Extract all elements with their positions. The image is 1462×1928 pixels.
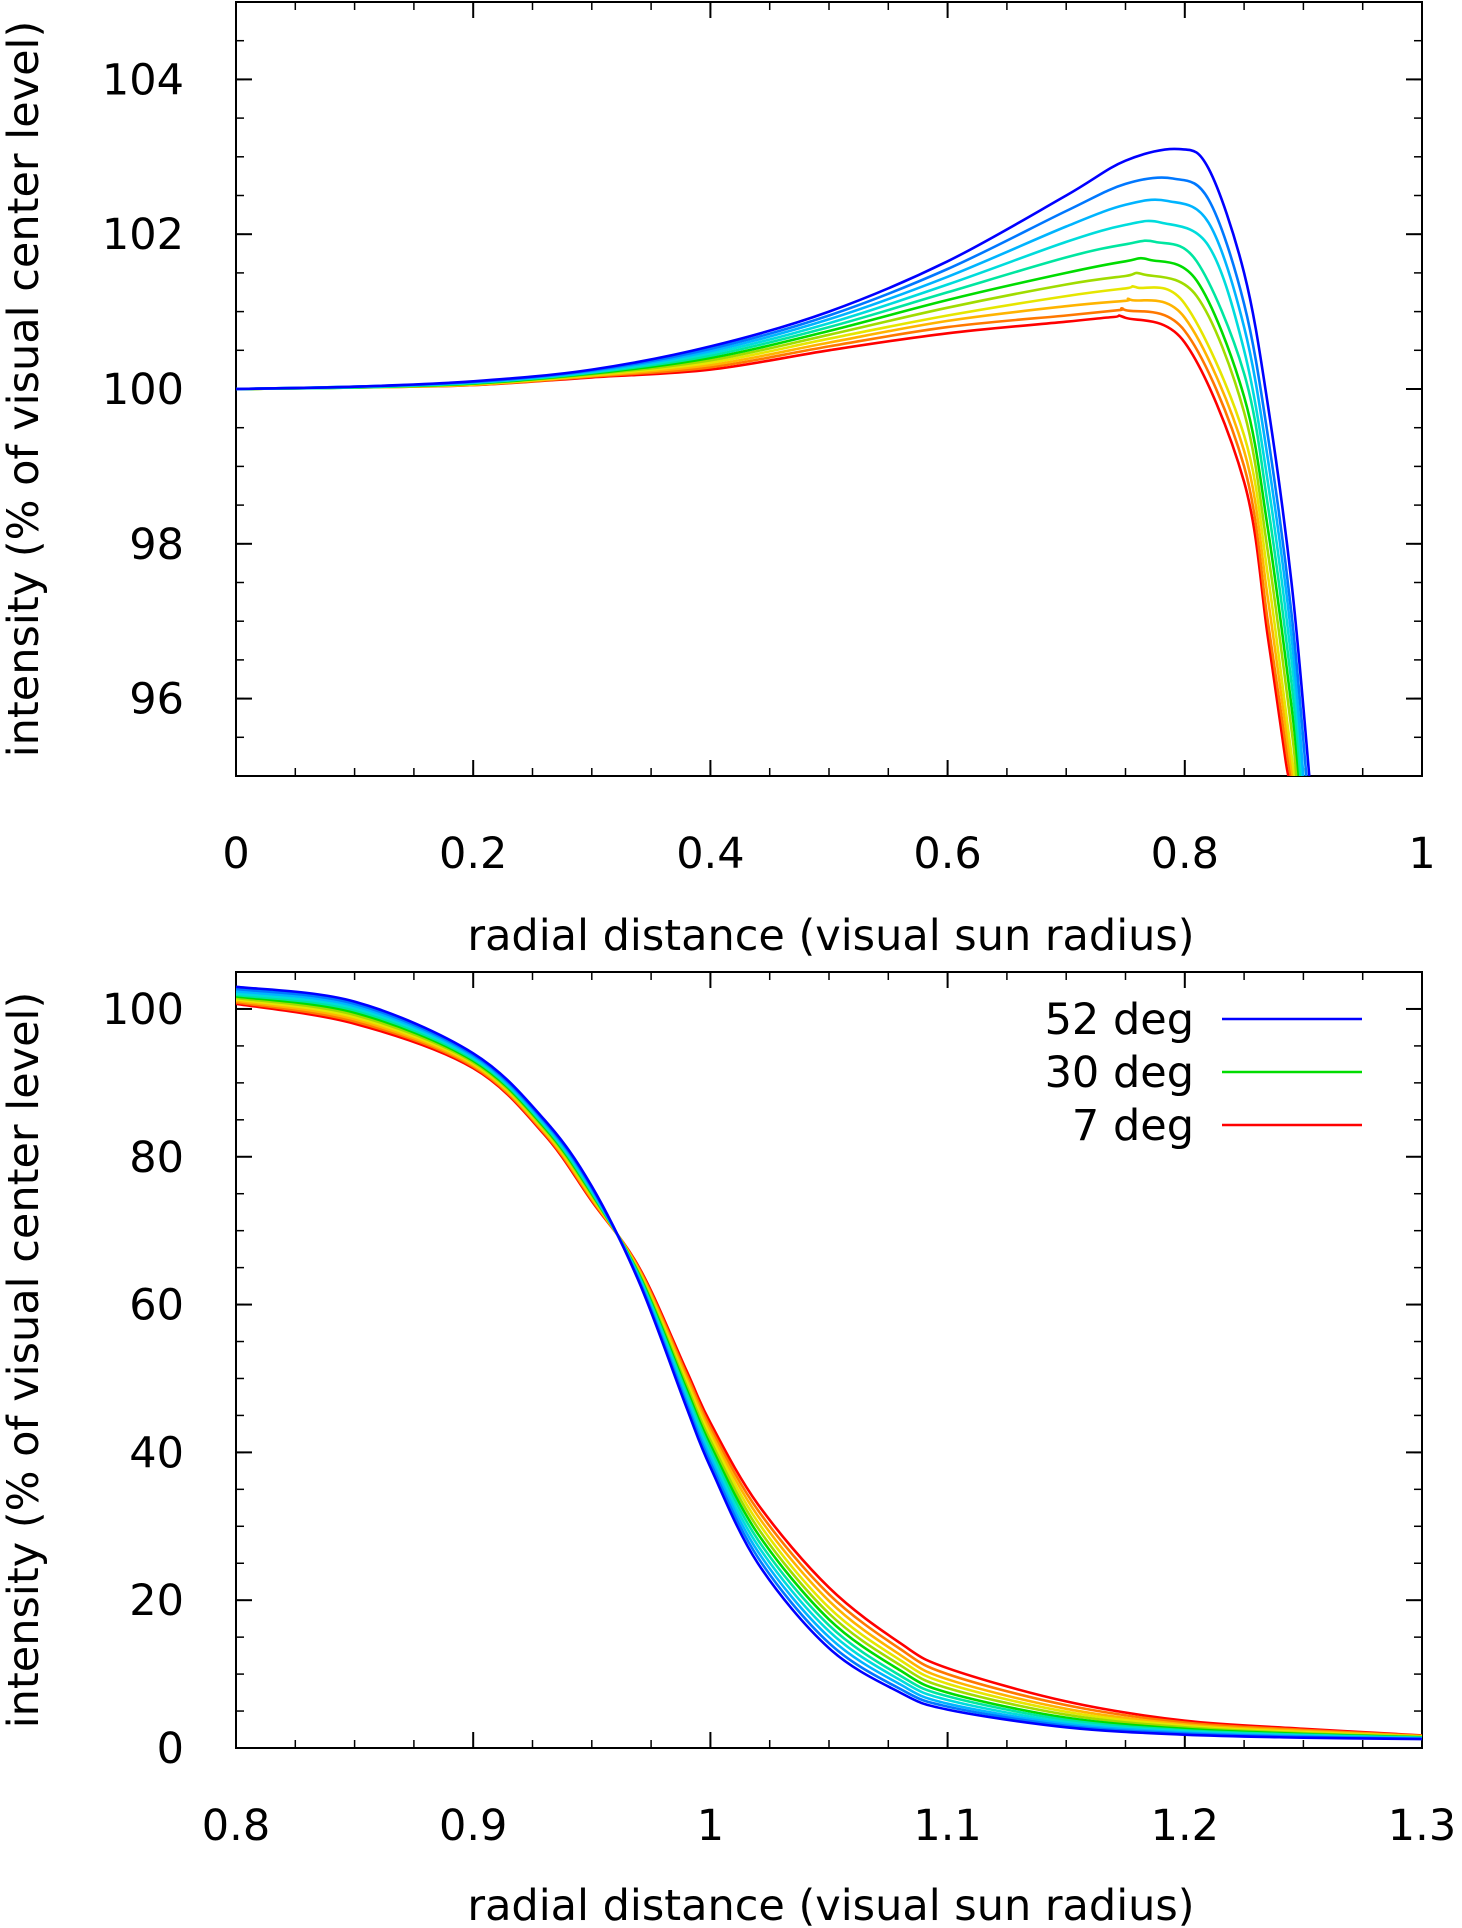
series-line: [236, 219, 1304, 776]
legend-label: 7 deg: [1072, 1101, 1194, 1151]
y-tick-label: 100: [102, 985, 184, 1035]
x-tick-label: 1: [1408, 829, 1435, 879]
series-line: [236, 271, 1298, 776]
y-tick-label: 96: [129, 675, 184, 725]
x-tick-label: 1.2: [1151, 1801, 1219, 1851]
y-tick-label: 100: [102, 365, 184, 415]
x-axis-title: radial distance (visual sun radius): [467, 1881, 1194, 1928]
x-tick-label: 0.6: [913, 829, 981, 879]
x-tick-label: 0.8: [1151, 829, 1219, 879]
y-tick-label: 80: [129, 1133, 184, 1183]
y-tick-label: 40: [129, 1428, 184, 1478]
y-axis-title: intensity (% of visual center level): [0, 992, 49, 1729]
x-tick-label: 0.4: [676, 829, 744, 879]
series-group: [236, 147, 1311, 776]
legend-label: 30 deg: [1045, 1048, 1194, 1098]
x-axis-title: radial distance (visual sun radius): [467, 911, 1194, 961]
x-tick-label: 0.9: [439, 1801, 507, 1851]
y-tick-label: 20: [129, 1576, 184, 1626]
x-tick-label: 0: [222, 829, 249, 879]
legend-label: 52 deg: [1045, 995, 1194, 1045]
series-line: [236, 285, 1296, 776]
series-line: [236, 993, 1422, 1739]
y-tick-label: 60: [129, 1281, 184, 1331]
y-tick-label: 98: [129, 520, 184, 570]
x-tick-label: 0.2: [439, 829, 507, 879]
x-tick-label: 1.1: [913, 1801, 981, 1851]
series-line: [236, 147, 1311, 776]
plot-frame: [235, 1, 1423, 777]
series-line: [236, 297, 1294, 776]
bottom-chart: 0.8 0.9 1 1.1 1.2 1.3 0 20 40 60 80 100 radial dista…: [0, 971, 1456, 1928]
x-tick-label: 0.8: [202, 1801, 270, 1851]
top-chart: 0 0.2 0.4 0.6 0.8 1 96 98 100 102 104 radial distan…: [0, 1, 1436, 961]
series-group: [236, 985, 1422, 1741]
y-tick-label: 102: [102, 210, 184, 260]
x-tick-label: 1.3: [1388, 1801, 1456, 1851]
series-line: [236, 198, 1305, 776]
series-line: [236, 176, 1308, 776]
series-line: [236, 306, 1293, 776]
y-axis-title: intensity (% of visual center level): [0, 21, 49, 758]
y-tick-label: 104: [102, 55, 184, 105]
x-tick-label: 1: [697, 1801, 724, 1851]
y-tick-label: 0: [157, 1724, 184, 1774]
series-line: [236, 985, 1422, 1741]
